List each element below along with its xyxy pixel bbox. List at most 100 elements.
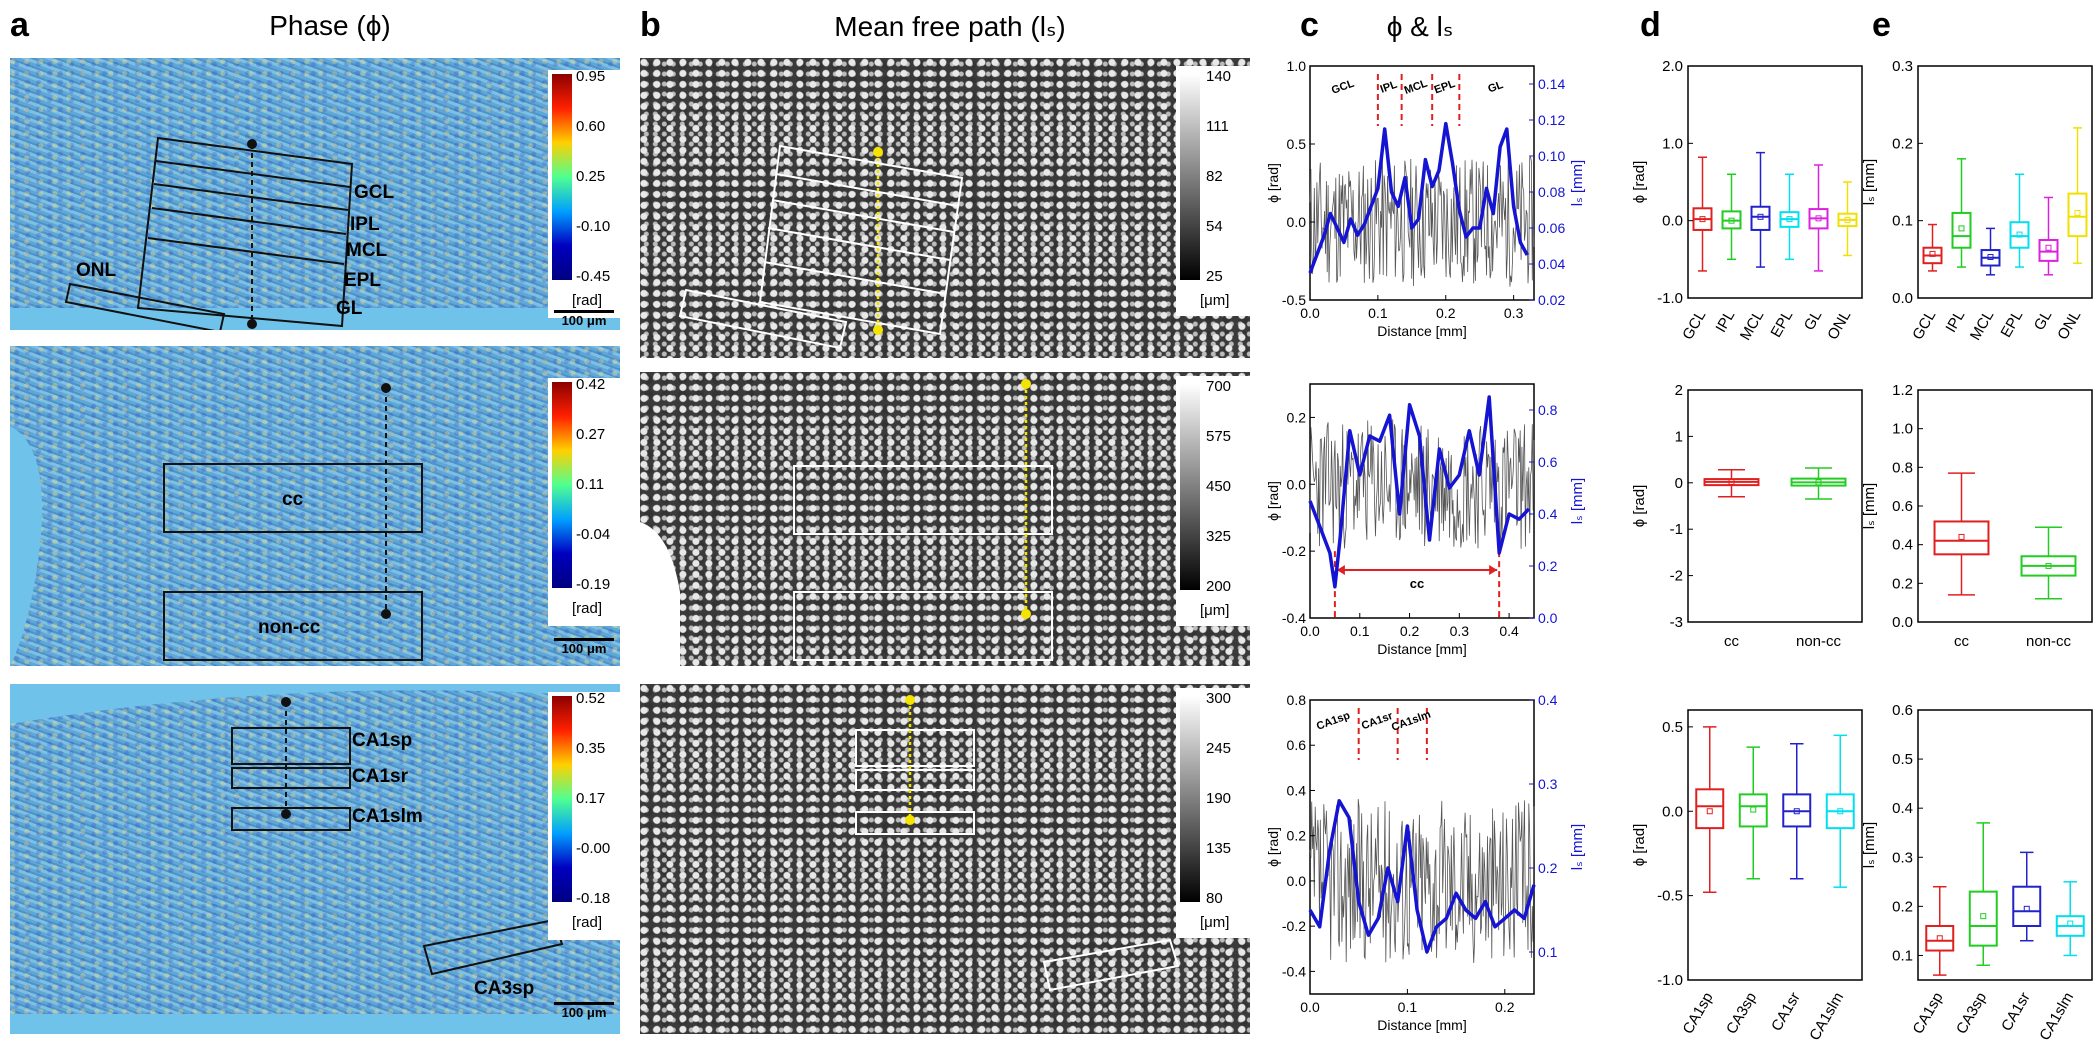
y-tick-label-right: 0.14	[1538, 76, 1565, 92]
box-mean	[1815, 215, 1822, 222]
scale-bar-1: 100 μm	[554, 310, 614, 328]
y-tick-label-right: 0.02	[1538, 292, 1565, 308]
chart-c-row1: GCL IPL MCL EPL GL1.00.50.0-0.50.140.120.100…	[1265, 58, 1586, 339]
box-mean	[1936, 935, 1943, 942]
plot-frame	[1917, 389, 2093, 623]
roi-box-ca1sr	[231, 767, 351, 789]
plot-frame	[1687, 65, 1863, 299]
region-label-non-cc: non-cc	[258, 617, 321, 638]
x-tick-label: 0.0	[1300, 623, 1320, 639]
region-label-ca3sp: CA3sp	[474, 978, 535, 999]
box-mean	[1815, 479, 1822, 486]
mfp-roi-gcl	[758, 144, 964, 336]
layer-label: EPL	[1433, 78, 1457, 97]
x-tick-label: 0.3	[1504, 305, 1524, 321]
mfp-roi-non-cc	[793, 591, 1053, 661]
box-mean	[1929, 250, 1936, 257]
y-tick-label-left: 0.4	[1287, 782, 1307, 798]
box-mean	[1728, 478, 1735, 485]
roi-box-gcl	[136, 136, 354, 328]
y-tick-label: 0.5	[1892, 751, 1913, 768]
ls-series-line	[1308, 395, 1531, 589]
roi-box-ca1slm	[231, 807, 351, 831]
y-tick-label: 0.5	[1662, 719, 1683, 736]
x-category-label: GL	[2031, 308, 2056, 334]
box-iqr	[2009, 221, 2030, 249]
x-axis-label: Distance [mm]	[1377, 641, 1466, 657]
x-category-label: GCL	[1679, 308, 1709, 343]
x-category-label: non-cc	[2026, 633, 2072, 650]
panel-title-b: Mean free path (lₛ)	[834, 11, 1066, 42]
y-tick-label-right: 0.2	[1538, 860, 1558, 876]
mfp-image-corpus-callosum	[640, 372, 1250, 666]
box-mean	[2067, 920, 2074, 927]
y-tick-label: 0.6	[1892, 702, 1913, 719]
x-tick-label: 0.2	[1400, 623, 1420, 639]
x-category-label: IPL	[1942, 308, 1968, 336]
x-category-label: CA1slm	[2036, 990, 2077, 1044]
x-tick-label: 0.4	[1499, 623, 1519, 639]
x-tick-label: 0.0	[1300, 305, 1320, 321]
y-axis-label: ϕ [rad]	[1631, 824, 1648, 867]
chart-d-row3: CA1sp CA3sp CA1sr CA1slm 0.5 0.0 -0.5 -1.0 ϕ [ra…	[1631, 709, 1863, 1043]
y-tick-label: 1.0	[1662, 135, 1683, 152]
roi-box-cc	[163, 463, 423, 533]
mfp-roi-cc	[793, 465, 1053, 535]
y-tick-label-right: 0.06	[1538, 220, 1565, 236]
y-tick-label: -1.0	[1657, 972, 1683, 989]
y-tick-label: 2.0	[1662, 58, 1683, 75]
y-tick-label: 0.2	[1892, 575, 1913, 592]
y-tick-label: 0.3	[1892, 849, 1913, 866]
region-label-ca1sr: CA1sr	[352, 766, 408, 787]
ls-series-line	[1308, 799, 1536, 954]
y-tick-label: 0.0	[1892, 290, 1913, 307]
box-iqr	[1951, 211, 1972, 249]
phi-trace	[1309, 156, 1535, 287]
x-tick-label: 0.2	[1495, 999, 1515, 1015]
phase-image-olfactory: GCL IPL MCL EPL GL ONL	[10, 58, 620, 330]
y-tick-label: -1	[1670, 521, 1683, 538]
box-iqr	[2038, 239, 2059, 262]
y-tick-label-left: 0.8	[1287, 692, 1307, 708]
plot-frame	[1687, 709, 1863, 981]
x-category-label: CA3sp	[1953, 990, 1990, 1037]
y-axis-label: ϕ [rad]	[1631, 161, 1648, 204]
y-tick-label: 0.0	[1662, 213, 1683, 230]
y-tick-label-left: 0.6	[1287, 737, 1307, 753]
x-tick-label: 0.1	[1398, 999, 1418, 1015]
region-label-ca1sp: CA1sp	[352, 730, 413, 751]
y-tick-label: -2	[1670, 568, 1683, 585]
y-tick-label-left: -0.2	[1282, 543, 1306, 559]
y-axis-label: lₛ [mm]	[1861, 159, 1878, 205]
panel-title-c: ϕ & lₛ	[1386, 11, 1454, 42]
x-category-label: MCL	[1737, 308, 1768, 344]
x-category-label: ONL	[1824, 308, 1854, 343]
y-tick-label-right: 0.08	[1538, 184, 1565, 200]
y-tick-label-right: 0.4	[1538, 692, 1558, 708]
y-axis-label-right: lₛ [mm]	[1569, 478, 1586, 524]
x-tick-label: 0.1	[1368, 305, 1388, 321]
span-label: cc	[1410, 576, 1424, 591]
plot-frame	[1687, 389, 1863, 623]
box-mean	[2023, 905, 2030, 912]
box-mean	[1728, 217, 1735, 224]
mfp-roi-ca1sp	[855, 729, 975, 767]
plot-frame	[1917, 65, 2093, 299]
roi-box-non-cc	[163, 591, 423, 661]
y-tick-label: 0	[1675, 475, 1683, 492]
box-mean	[1958, 533, 1965, 540]
box-iqr	[1738, 793, 1768, 828]
y-tick-label-right: 0.3	[1538, 776, 1558, 792]
y-tick-label: 2	[1675, 382, 1683, 399]
x-tick-label: 0.3	[1450, 623, 1470, 639]
y-tick-label: -0.5	[1657, 888, 1683, 905]
y-axis-label-right: lₛ [mm]	[1569, 824, 1586, 870]
chart-c-row3: CA1sp CA1srCA1slm0.80.60.40.20.0-0.2-0.40…	[1265, 692, 1586, 1033]
box-iqr	[1695, 788, 1725, 830]
y-axis-label: ϕ [rad]	[1631, 485, 1648, 528]
chart-c-row2: cc 0.2 0.0 -0.2 -0.4 0.8 0.6 0.4 0.2 0.0 0.0 0.1 0.2…	[1265, 383, 1586, 657]
y-tick-label: 0.4	[1892, 537, 1913, 554]
panel-letter-e: e	[1872, 6, 1891, 44]
region-label-mcl: MCL	[346, 240, 388, 261]
